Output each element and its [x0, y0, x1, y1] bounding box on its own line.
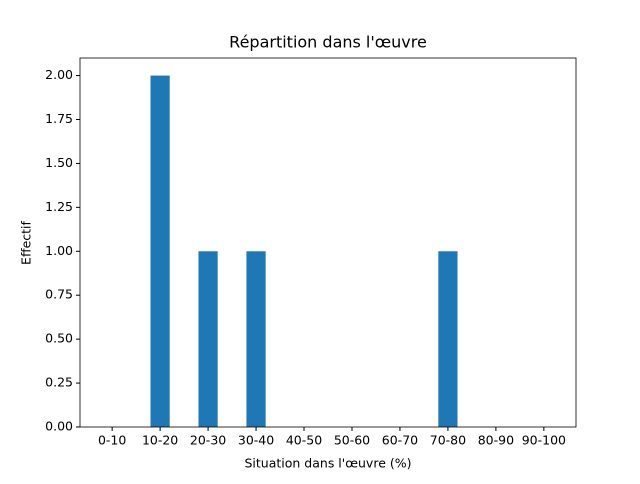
y-tick-label: 0.50: [45, 331, 73, 346]
x-tick-label: 80-90: [478, 433, 514, 448]
y-axis-label: Effectif: [19, 220, 34, 264]
plot-frame: [79, 57, 577, 428]
y-tick-label: 0.25: [45, 375, 73, 390]
y-tick-label: 0.00: [45, 419, 73, 434]
chart-title: Répartition dans l'œuvre: [229, 33, 427, 52]
x-tick-label: 60-70: [382, 433, 418, 448]
x-tick-label: 40-50: [286, 433, 322, 448]
x-tick-label: 0-10: [98, 433, 126, 448]
bar: [438, 251, 458, 427]
x-tick-label: 10-20: [142, 433, 178, 448]
y-tick-label: 1.25: [45, 199, 73, 214]
y-tick-label: 1.50: [45, 155, 73, 170]
x-tick-label: 90-100: [522, 433, 566, 448]
bar: [150, 75, 170, 428]
y-tick-label: 2.00: [45, 67, 73, 82]
y-tick-label: 1.75: [45, 111, 73, 126]
bar: [246, 251, 266, 427]
x-tick-label: 70-80: [430, 433, 466, 448]
x-tick-label: 50-60: [334, 433, 370, 448]
x-tick-label: 20-30: [190, 433, 226, 448]
y-tick-label: 1.00: [45, 243, 73, 258]
x-tick-label: 30-40: [238, 433, 274, 448]
x-axis-label: Situation dans l'œuvre (%): [245, 456, 412, 471]
bar: [198, 251, 218, 427]
y-tick-label: 0.75: [45, 287, 73, 302]
